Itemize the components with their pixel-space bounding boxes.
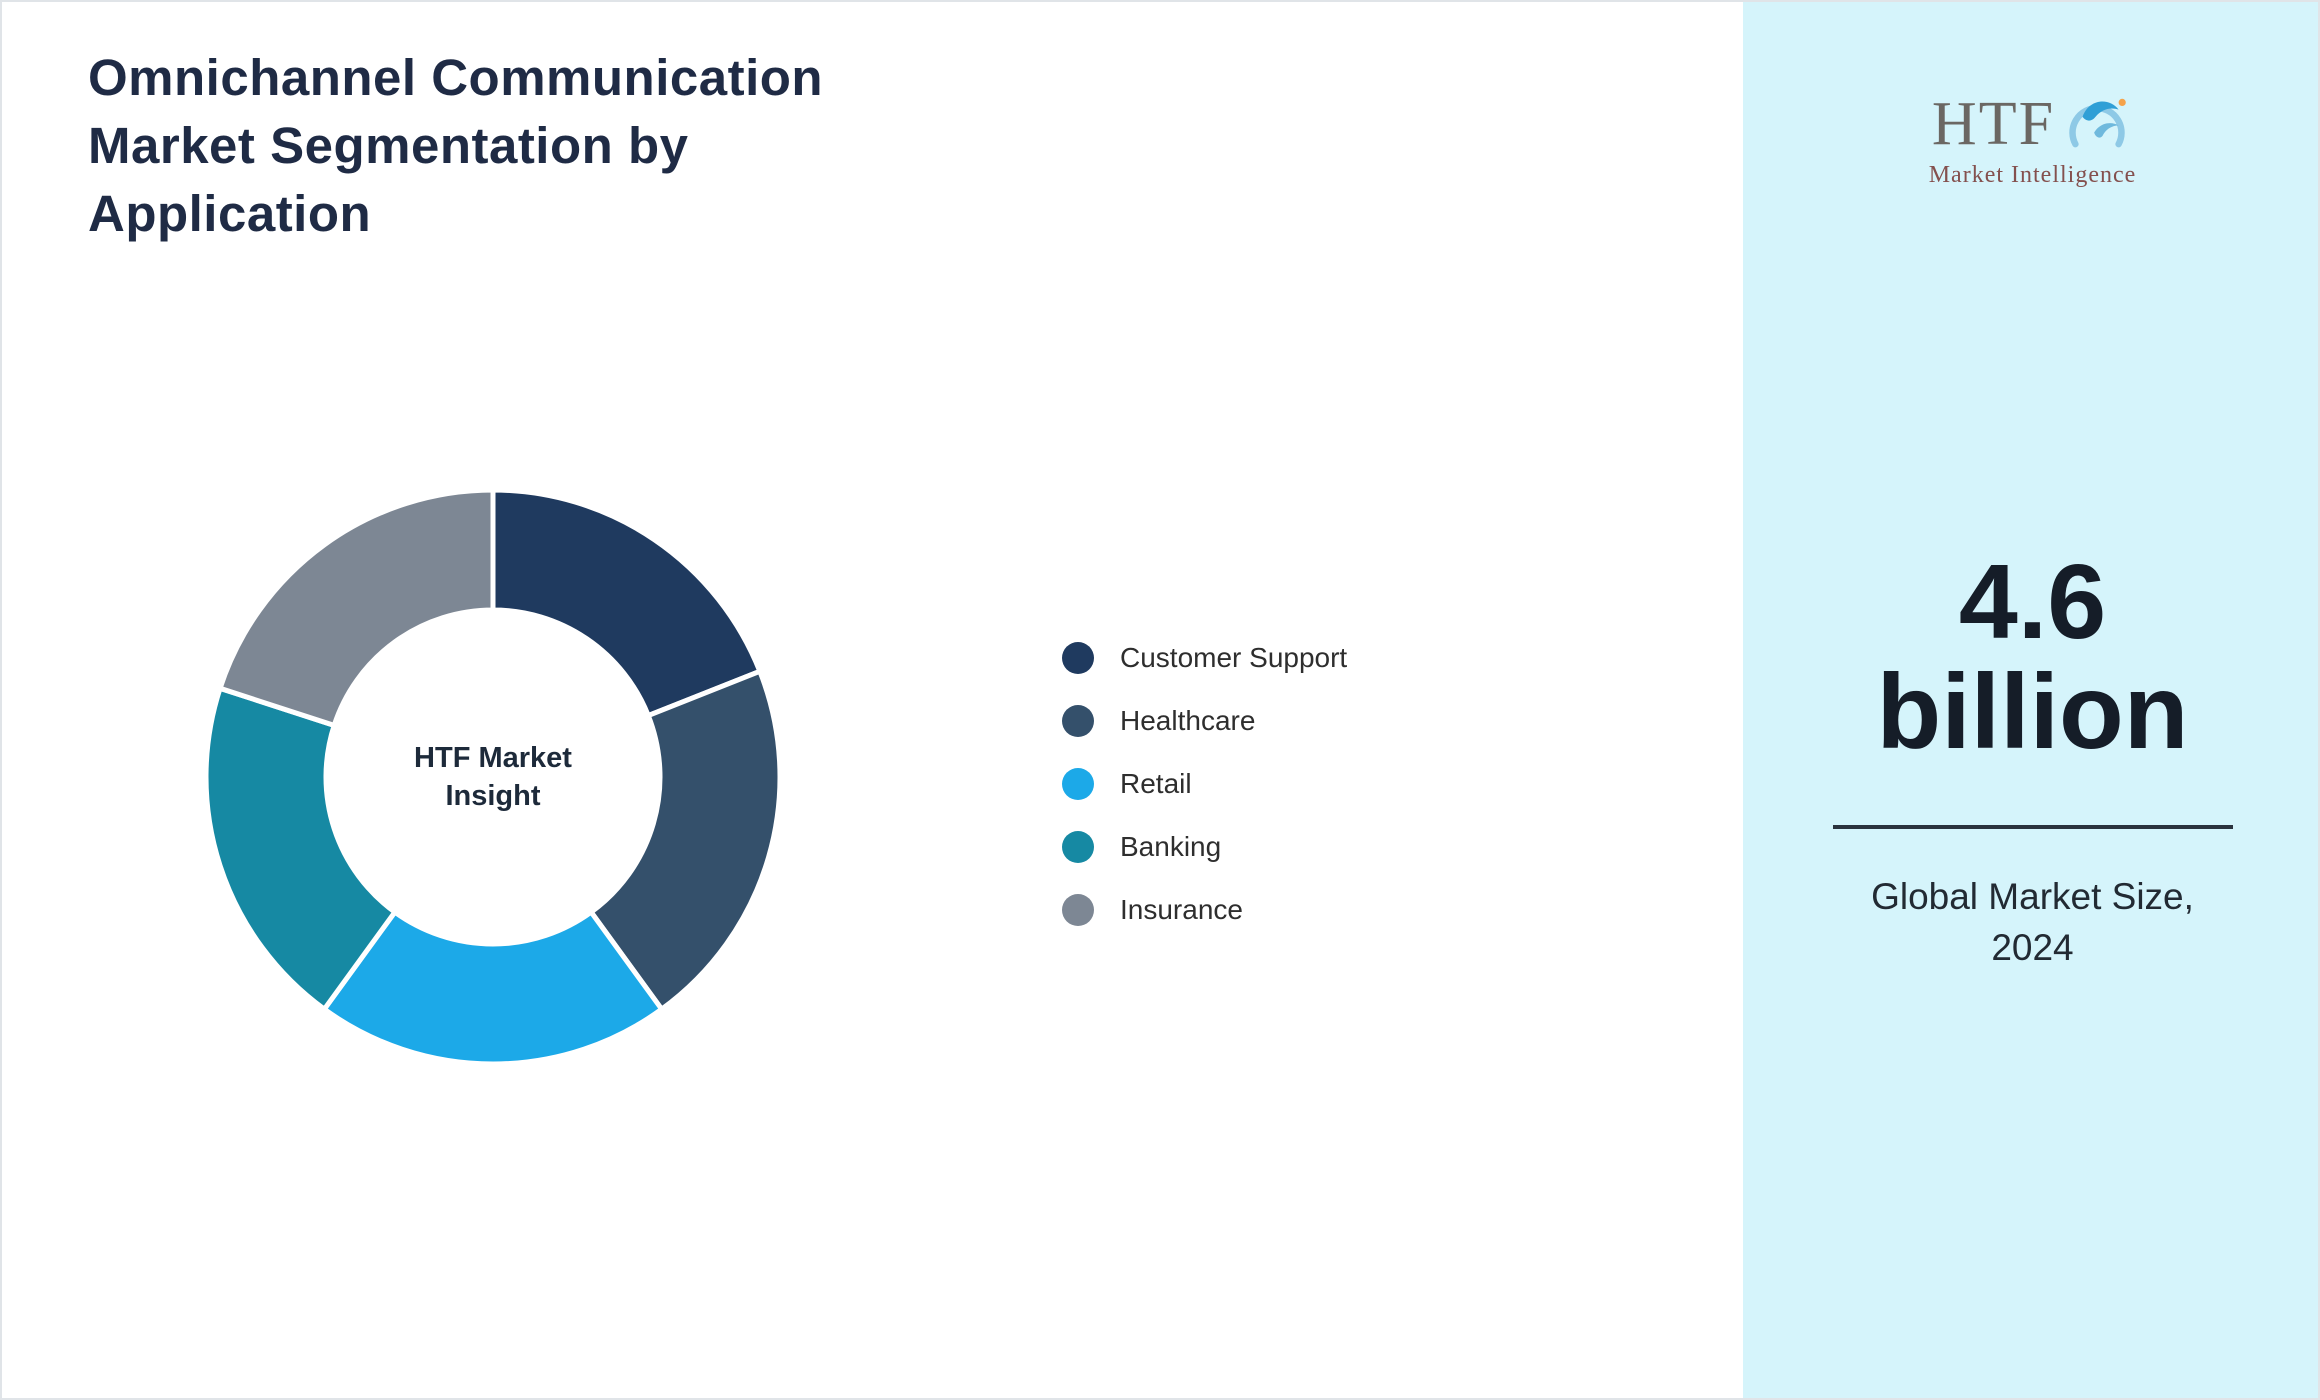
- legend-label: Healthcare: [1120, 705, 1256, 736]
- donut-chart: HTF Market Insight: [193, 477, 793, 1077]
- legend-swatch: [1062, 705, 1094, 737]
- market-size-caption-line-1: Global Market Size,: [1871, 876, 2194, 917]
- page-title-line-2: Market Segmentation by: [88, 117, 689, 174]
- brand-logo-main: HTF: [1929, 88, 2137, 160]
- legend-swatch: [1062, 642, 1094, 674]
- legend-swatch: [1062, 768, 1094, 800]
- market-size-value-line-2: billion: [1876, 653, 2189, 771]
- legend-item: Retail: [1062, 768, 1347, 800]
- brand-logo-subtext: Market Intelligence: [1928, 162, 2137, 188]
- legend-item: Insurance: [1062, 894, 1347, 926]
- brand-logo-text: HTF: [1931, 89, 2056, 158]
- legend-item: Customer Support: [1062, 642, 1347, 674]
- market-size-value: 4.6 billion: [1876, 547, 2188, 767]
- market-size-caption-line-2: 2024: [1991, 927, 2074, 968]
- legend-item: Healthcare: [1062, 705, 1347, 737]
- donut-slice-customer-support: [490, 487, 763, 719]
- chart-legend: Customer Support Healthcare Retail Banking I…: [1062, 642, 1347, 926]
- legend-swatch: [1062, 831, 1094, 863]
- legend-label: Customer Support: [1120, 642, 1348, 673]
- legend-label: Banking: [1120, 831, 1222, 862]
- market-size-value-line-1: 4.6: [1958, 543, 2107, 661]
- legend-item: Banking: [1062, 831, 1347, 863]
- dolphin-logo-icon: [2069, 98, 2126, 148]
- right-panel: HTF Market Intelligence 4.6 billion Glob…: [1743, 2, 2318, 1398]
- donut-center-label: HTF Market Insight: [414, 742, 572, 812]
- legend-label: Insurance: [1120, 894, 1243, 925]
- page-title-line-1: Omnichannel Communication: [88, 49, 824, 106]
- donut-slice-healthcare: [588, 668, 783, 1012]
- donut-slice-insurance: [217, 487, 496, 728]
- brand-logo: HTF Market Intelligence: [1929, 88, 2137, 189]
- legend-swatch: [1062, 894, 1094, 926]
- legend-label: Retail: [1120, 768, 1192, 799]
- page-title: Omnichannel Communication Market Segment…: [88, 44, 823, 248]
- market-size-caption: Global Market Size, 2024: [1871, 871, 2194, 973]
- donut-slice-banking: [203, 685, 398, 1012]
- donut-chart-svg: [203, 487, 783, 1067]
- divider: [1832, 825, 2233, 829]
- page-title-line-3: Application: [88, 185, 372, 242]
- donut-slice-retail: [321, 909, 665, 1067]
